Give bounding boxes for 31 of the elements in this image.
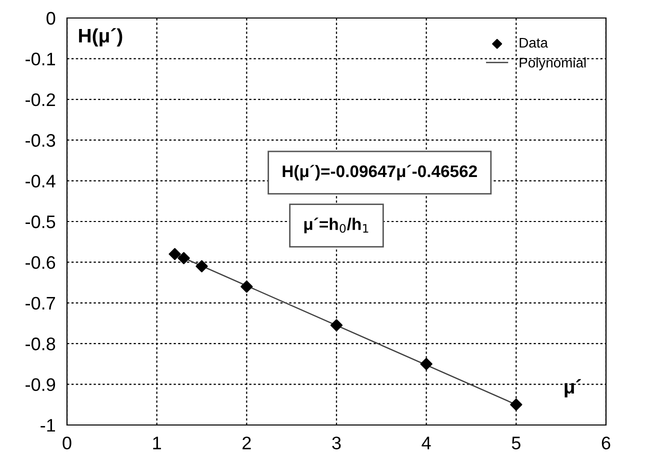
y-tick-label: -0.9 <box>26 378 56 392</box>
x-tick-label: 1 <box>153 436 161 450</box>
y-tick-label: -0.5 <box>26 215 56 228</box>
point <box>510 398 522 411</box>
point <box>196 260 208 272</box>
y-tick-label: -0.8 <box>26 338 56 350</box>
point <box>178 252 190 264</box>
point <box>330 319 343 332</box>
y-tick-label: -0.7 <box>26 296 55 310</box>
x-tick-label: 3 <box>332 436 341 450</box>
annotation: H(μ´)=-0.09647μ´-0.46562 <box>282 164 477 180</box>
annotation: μ´=h$_{0}$/h$_{1}$ <box>304 218 368 234</box>
y-tick-label: -1 <box>40 419 56 432</box>
point <box>420 358 432 370</box>
y-tick-label: -0.1 <box>26 52 56 66</box>
y-tick-label: -0.6 <box>26 256 56 269</box>
x-axis-title: μ´ <box>564 379 581 398</box>
x-tick-label: 4 <box>422 436 431 450</box>
y-axis-title: H(μ´) <box>79 28 122 46</box>
x-tick-label: 5 <box>512 436 520 450</box>
y-tick-label: -0.4 <box>26 174 56 188</box>
x-tick-label: 0 <box>62 436 72 450</box>
x-tick-label: 2 <box>242 436 251 450</box>
legend-label: Polynomial <box>520 57 586 70</box>
legend-label: Data <box>520 38 548 48</box>
point <box>168 248 181 260</box>
x-tick-label: 6 <box>602 436 610 450</box>
y-tick-label: -0.2 <box>26 93 55 106</box>
y-tick-label: -0.3 <box>26 134 56 147</box>
y-tick-label: 0 <box>46 12 56 25</box>
point <box>240 280 253 293</box>
